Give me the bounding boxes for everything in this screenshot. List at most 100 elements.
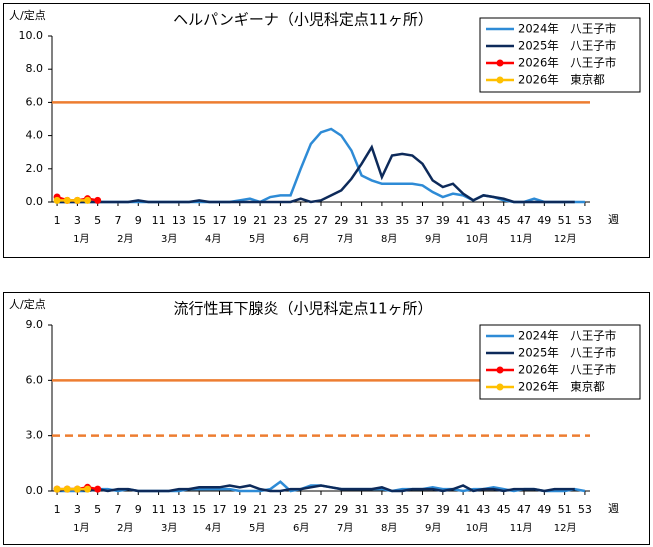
month-label: 6月 [293, 233, 309, 245]
month-label: 10月 [466, 233, 489, 245]
x-tick-label: 41 [456, 214, 470, 227]
month-label: 11月 [510, 522, 533, 534]
x-tick-label: 25 [294, 214, 308, 227]
month-label: 3月 [161, 522, 177, 534]
y-axis-label: 人/定点 [9, 297, 46, 311]
x-tick-label: 43 [476, 214, 490, 227]
panel-border [3, 3, 650, 258]
x-tick-label: 19 [233, 503, 247, 516]
x-tick-label: 51 [558, 214, 572, 227]
x-tick-label: 5 [94, 503, 101, 516]
month-label: 1月 [73, 522, 89, 534]
x-tick-label: 25 [294, 503, 308, 516]
legend-marker [496, 366, 504, 374]
x-tick-label: 27 [314, 503, 328, 516]
x-tick-label: 1 [54, 214, 61, 227]
legend-label: 2026年 東京都 [518, 73, 605, 87]
month-label: 5月 [249, 522, 265, 534]
series-line [56, 484, 575, 493]
x-tick-label: 29 [334, 503, 348, 516]
month-label: 8月 [381, 522, 397, 534]
legend-label: 2026年 八王子市 [518, 56, 616, 70]
x-tick-label: 51 [558, 503, 572, 516]
x-tick-label: 23 [273, 503, 287, 516]
series-marker [84, 196, 92, 204]
x-tick-label: 11 [152, 503, 166, 516]
y-tick-label: 9.0 [26, 318, 44, 331]
series-marker [94, 196, 102, 204]
month-label: 7月 [337, 522, 353, 534]
x-tick-label: 37 [416, 214, 430, 227]
series-marker [84, 485, 92, 493]
x-tick-label: 49 [537, 214, 551, 227]
x-tick-label: 19 [233, 214, 247, 227]
y-tick-label: 2.0 [26, 162, 44, 175]
x-tick-label: 17 [212, 214, 226, 227]
x-tick-label: 45 [497, 214, 511, 227]
x-axis-label: 週 [608, 213, 619, 226]
y-tick-label: 0.0 [26, 195, 44, 208]
y-tick-label: 0.0 [26, 484, 44, 497]
legend-marker [496, 76, 504, 84]
x-tick-label: 29 [334, 214, 348, 227]
series-marker [63, 196, 71, 204]
month-label: 2月 [117, 233, 133, 245]
x-tick-label: 37 [416, 503, 430, 516]
month-label: 8月 [381, 233, 397, 245]
month-label: 5月 [249, 233, 265, 245]
x-tick-label: 9 [135, 214, 142, 227]
series-marker [63, 485, 71, 493]
y-tick-label: 4.0 [26, 129, 44, 142]
legend-label: 2026年 八王子市 [518, 363, 616, 377]
x-tick-label: 49 [537, 503, 551, 516]
y-tick-label: 3.0 [26, 429, 44, 442]
month-label: 1月 [73, 233, 89, 245]
x-tick-label: 53 [578, 503, 592, 516]
x-tick-label: 35 [395, 214, 409, 227]
x-tick-label: 31 [355, 503, 369, 516]
series-marker [94, 485, 102, 493]
month-label: 12月 [554, 233, 577, 245]
x-tick-label: 11 [152, 214, 166, 227]
y-tick-label: 8.0 [26, 62, 44, 75]
month-label: 7月 [337, 233, 353, 245]
x-tick-label: 39 [436, 214, 450, 227]
month-label: 9月 [425, 522, 441, 534]
x-tick-label: 47 [517, 503, 531, 516]
x-tick-label: 53 [578, 214, 592, 227]
legend-label: 2026年 東京都 [518, 380, 605, 394]
series-marker [53, 196, 61, 204]
month-label: 6月 [293, 522, 309, 534]
chart-panel: ヘルパンギーナ（小児科定点11ヶ所） 人/定点週 0.0 2.0 4.0 6.0 8.0 10… [3, 3, 650, 258]
x-tick-label: 45 [497, 503, 511, 516]
x-tick-label: 47 [517, 214, 531, 227]
month-label: 11月 [510, 233, 533, 245]
y-axis-label: 人/定点 [9, 8, 46, 22]
series-line [57, 144, 575, 204]
x-tick-label: 33 [375, 503, 389, 516]
month-label: 4月 [205, 233, 221, 245]
panel-border [3, 292, 650, 545]
x-tick-label: 13 [172, 503, 186, 516]
x-tick-label: 13 [172, 214, 186, 227]
month-label: 3月 [161, 233, 177, 245]
chart-title: 流行性耳下腺炎（小児科定点11ヶ所） [173, 300, 432, 318]
x-tick-label: 21 [253, 214, 267, 227]
legend-label: 2024年 八王子市 [518, 329, 616, 343]
month-label: 4月 [205, 522, 221, 534]
x-tick-label: 3 [74, 214, 81, 227]
legend-label: 2025年 八王子市 [518, 346, 616, 360]
x-tick-label: 9 [135, 503, 142, 516]
y-tick-label: 6.0 [26, 373, 44, 386]
legend-marker [496, 59, 504, 67]
x-tick-label: 1 [54, 503, 61, 516]
legend-marker [496, 383, 504, 391]
x-tick-label: 17 [212, 503, 226, 516]
x-tick-label: 33 [375, 214, 389, 227]
x-tick-label: 3 [74, 503, 81, 516]
x-tick-label: 7 [114, 503, 121, 516]
x-tick-label: 41 [456, 503, 470, 516]
x-tick-label: 27 [314, 214, 328, 227]
y-tick-label: 10.0 [19, 29, 44, 42]
